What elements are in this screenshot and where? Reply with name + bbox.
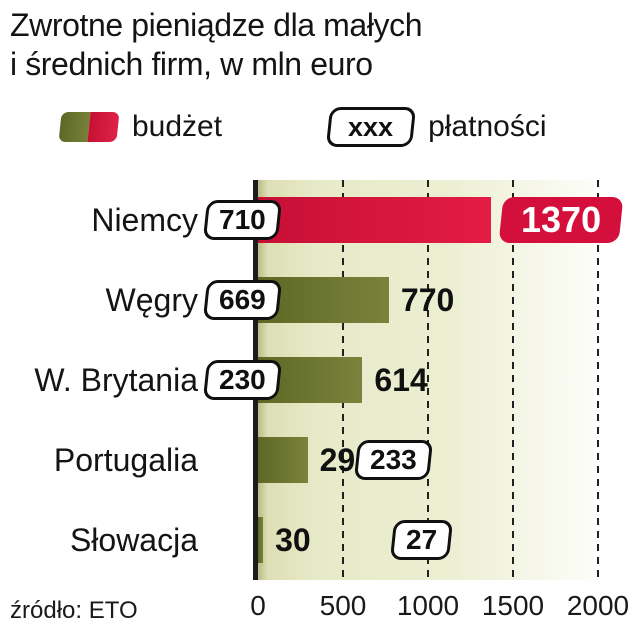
payment-value-box: 230 bbox=[203, 360, 283, 400]
x-axis-tick-label: 1000 bbox=[396, 590, 460, 621]
budget-value: 1370 bbox=[520, 199, 601, 240]
x-axis-tick-label: 1500 bbox=[481, 590, 545, 621]
legend-payments-label: płatności bbox=[428, 110, 547, 143]
budget-value: 614 bbox=[374, 362, 428, 398]
x-axis-tick-label: 0 bbox=[250, 590, 266, 621]
category-label: Portugalia bbox=[53, 442, 198, 478]
category-label: Niemcy bbox=[91, 202, 198, 238]
x-axis-tick-label: 2000 bbox=[566, 590, 630, 621]
budget-bar bbox=[258, 437, 308, 483]
gridline bbox=[512, 180, 514, 580]
payment-value: 233 bbox=[370, 444, 417, 475]
budget-bar bbox=[258, 517, 264, 563]
legend-payments-box-label: xxx bbox=[348, 111, 394, 142]
budget-swatch-icon bbox=[58, 112, 120, 142]
chart-title: Zwrotne pieniądze dla małych i średnich … bbox=[10, 6, 423, 84]
payment-value: 27 bbox=[406, 524, 438, 555]
gridline bbox=[427, 180, 429, 580]
legend: budżet xxx płatności bbox=[58, 107, 547, 147]
category-label: Węgry bbox=[105, 282, 198, 318]
category-label: Słowacja bbox=[69, 522, 198, 558]
budget-bar bbox=[258, 197, 491, 243]
payment-value-box: 669 bbox=[203, 280, 283, 320]
payment-value: 230 bbox=[219, 364, 266, 395]
legend-payments-box: xxx bbox=[325, 107, 417, 147]
swatch-red-half bbox=[87, 112, 120, 142]
payment-value-box: 27 bbox=[389, 520, 454, 560]
payment-value: 710 bbox=[219, 204, 266, 235]
budget-value: 30 bbox=[275, 522, 311, 558]
category-label: W. Brytania bbox=[34, 362, 198, 398]
payment-value-box: 710 bbox=[203, 200, 283, 240]
x-axis-tick-label: 500 bbox=[319, 590, 367, 621]
legend-budget-label: budżet bbox=[132, 110, 223, 143]
gridline bbox=[597, 180, 599, 580]
budget-value: 770 bbox=[400, 282, 455, 318]
payment-value-box: 233 bbox=[353, 440, 433, 480]
payment-value: 669 bbox=[219, 284, 266, 315]
source-note: źródło: ETO bbox=[10, 597, 138, 624]
swatch-olive-half bbox=[58, 112, 91, 142]
title-line-1: Zwrotne pieniądze dla małych bbox=[10, 7, 423, 43]
budget-value-badge: 1370 bbox=[498, 197, 624, 243]
title-line-2: i średnich firm, w mln euro bbox=[10, 46, 373, 82]
